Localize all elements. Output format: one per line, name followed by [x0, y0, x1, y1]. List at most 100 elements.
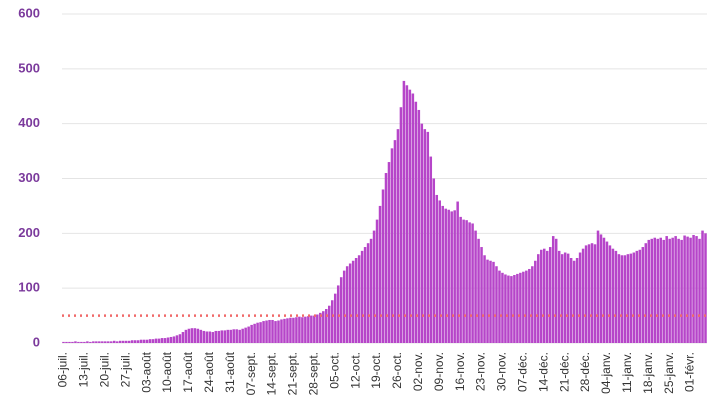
y-tick-label: 100: [18, 280, 40, 295]
bar: [528, 268, 531, 343]
bar: [363, 247, 367, 343]
bar: [83, 341, 86, 343]
bar: [193, 328, 197, 343]
bar: [74, 341, 77, 343]
x-tick-label: 25-janv.: [662, 352, 676, 394]
bar: [647, 239, 651, 343]
bar: [417, 109, 421, 343]
bar: [501, 272, 504, 343]
x-tick-label: 23-nov.: [474, 352, 488, 391]
x-tick-label: 17-août: [181, 351, 195, 392]
bar: [504, 274, 507, 343]
bar: [429, 156, 433, 343]
bar: [62, 341, 65, 343]
bar: [232, 329, 235, 343]
bar: [157, 338, 161, 343]
bar: [551, 236, 555, 343]
bar: [238, 329, 241, 343]
bar: [560, 254, 564, 343]
x-tick-label: 12-oct.: [348, 352, 362, 389]
bar: [441, 205, 444, 343]
bar: [342, 270, 346, 343]
x-tick-label: 24-août: [202, 351, 216, 392]
bar: [104, 341, 107, 343]
bar: [292, 317, 295, 343]
bar: [617, 254, 621, 343]
bar: [510, 276, 513, 343]
bar: [453, 210, 456, 343]
bar: [695, 236, 698, 343]
bar: [360, 250, 364, 343]
bar: [319, 312, 322, 343]
bar: [513, 275, 516, 343]
x-tick-label: 31-août: [223, 351, 237, 392]
bar: [145, 339, 149, 343]
bar: [593, 244, 597, 343]
bar: [689, 237, 692, 343]
x-tick-label: 05-oct.: [327, 352, 341, 389]
bar: [244, 327, 247, 343]
y-tick-label: 500: [18, 60, 40, 75]
bar: [80, 341, 83, 343]
x-tick-label: 26-oct.: [390, 352, 404, 389]
y-tick-label: 200: [18, 225, 40, 240]
bar: [142, 339, 146, 343]
bar: [474, 230, 477, 343]
bar: [286, 318, 289, 343]
bar: [614, 250, 618, 343]
bar: [139, 339, 143, 343]
x-tick-label: 07-déc.: [516, 352, 530, 392]
bar: [569, 258, 573, 343]
bar: [354, 258, 358, 343]
bar: [522, 271, 525, 343]
bar: [477, 238, 480, 343]
bar: [95, 341, 98, 343]
bar: [432, 178, 436, 343]
bar: [465, 220, 468, 343]
bar: [545, 250, 549, 343]
bar: [426, 131, 430, 343]
bar: [519, 272, 522, 343]
bar: [148, 339, 152, 343]
bar: [101, 341, 104, 343]
bar: [265, 320, 268, 343]
bar: [372, 230, 376, 343]
x-tick-label: 13-juil.: [77, 352, 91, 387]
bar: [345, 266, 349, 343]
bar: [540, 249, 543, 343]
bar: [160, 338, 164, 343]
bar: [507, 275, 510, 343]
bar: [656, 238, 659, 343]
x-tick-label: 01-févr.: [683, 352, 697, 392]
bar: [68, 341, 71, 343]
bar: [366, 243, 370, 343]
bar: [480, 247, 483, 343]
bar: [692, 234, 695, 343]
y-tick-label: 400: [18, 115, 40, 130]
bar: [611, 248, 615, 343]
bar: [534, 260, 537, 343]
bar: [698, 238, 701, 343]
bar: [118, 340, 122, 343]
bar: [492, 261, 495, 343]
bar: [525, 270, 528, 343]
bar: [274, 321, 277, 343]
bar: [172, 336, 176, 343]
bar: [181, 332, 185, 343]
bar: [223, 330, 226, 343]
bar: [253, 323, 256, 343]
bar: [384, 173, 388, 343]
bar: [405, 85, 409, 344]
bar: [229, 329, 232, 343]
bar: [310, 315, 313, 343]
bar: [259, 322, 262, 343]
bar: [486, 259, 489, 343]
x-tick-label: 10-août: [160, 351, 174, 392]
bar: [596, 230, 600, 343]
bar: [247, 326, 250, 343]
bar: [220, 330, 224, 343]
bar: [304, 316, 307, 343]
bar: [133, 340, 137, 343]
bar: [495, 266, 498, 343]
bar: [393, 140, 397, 343]
